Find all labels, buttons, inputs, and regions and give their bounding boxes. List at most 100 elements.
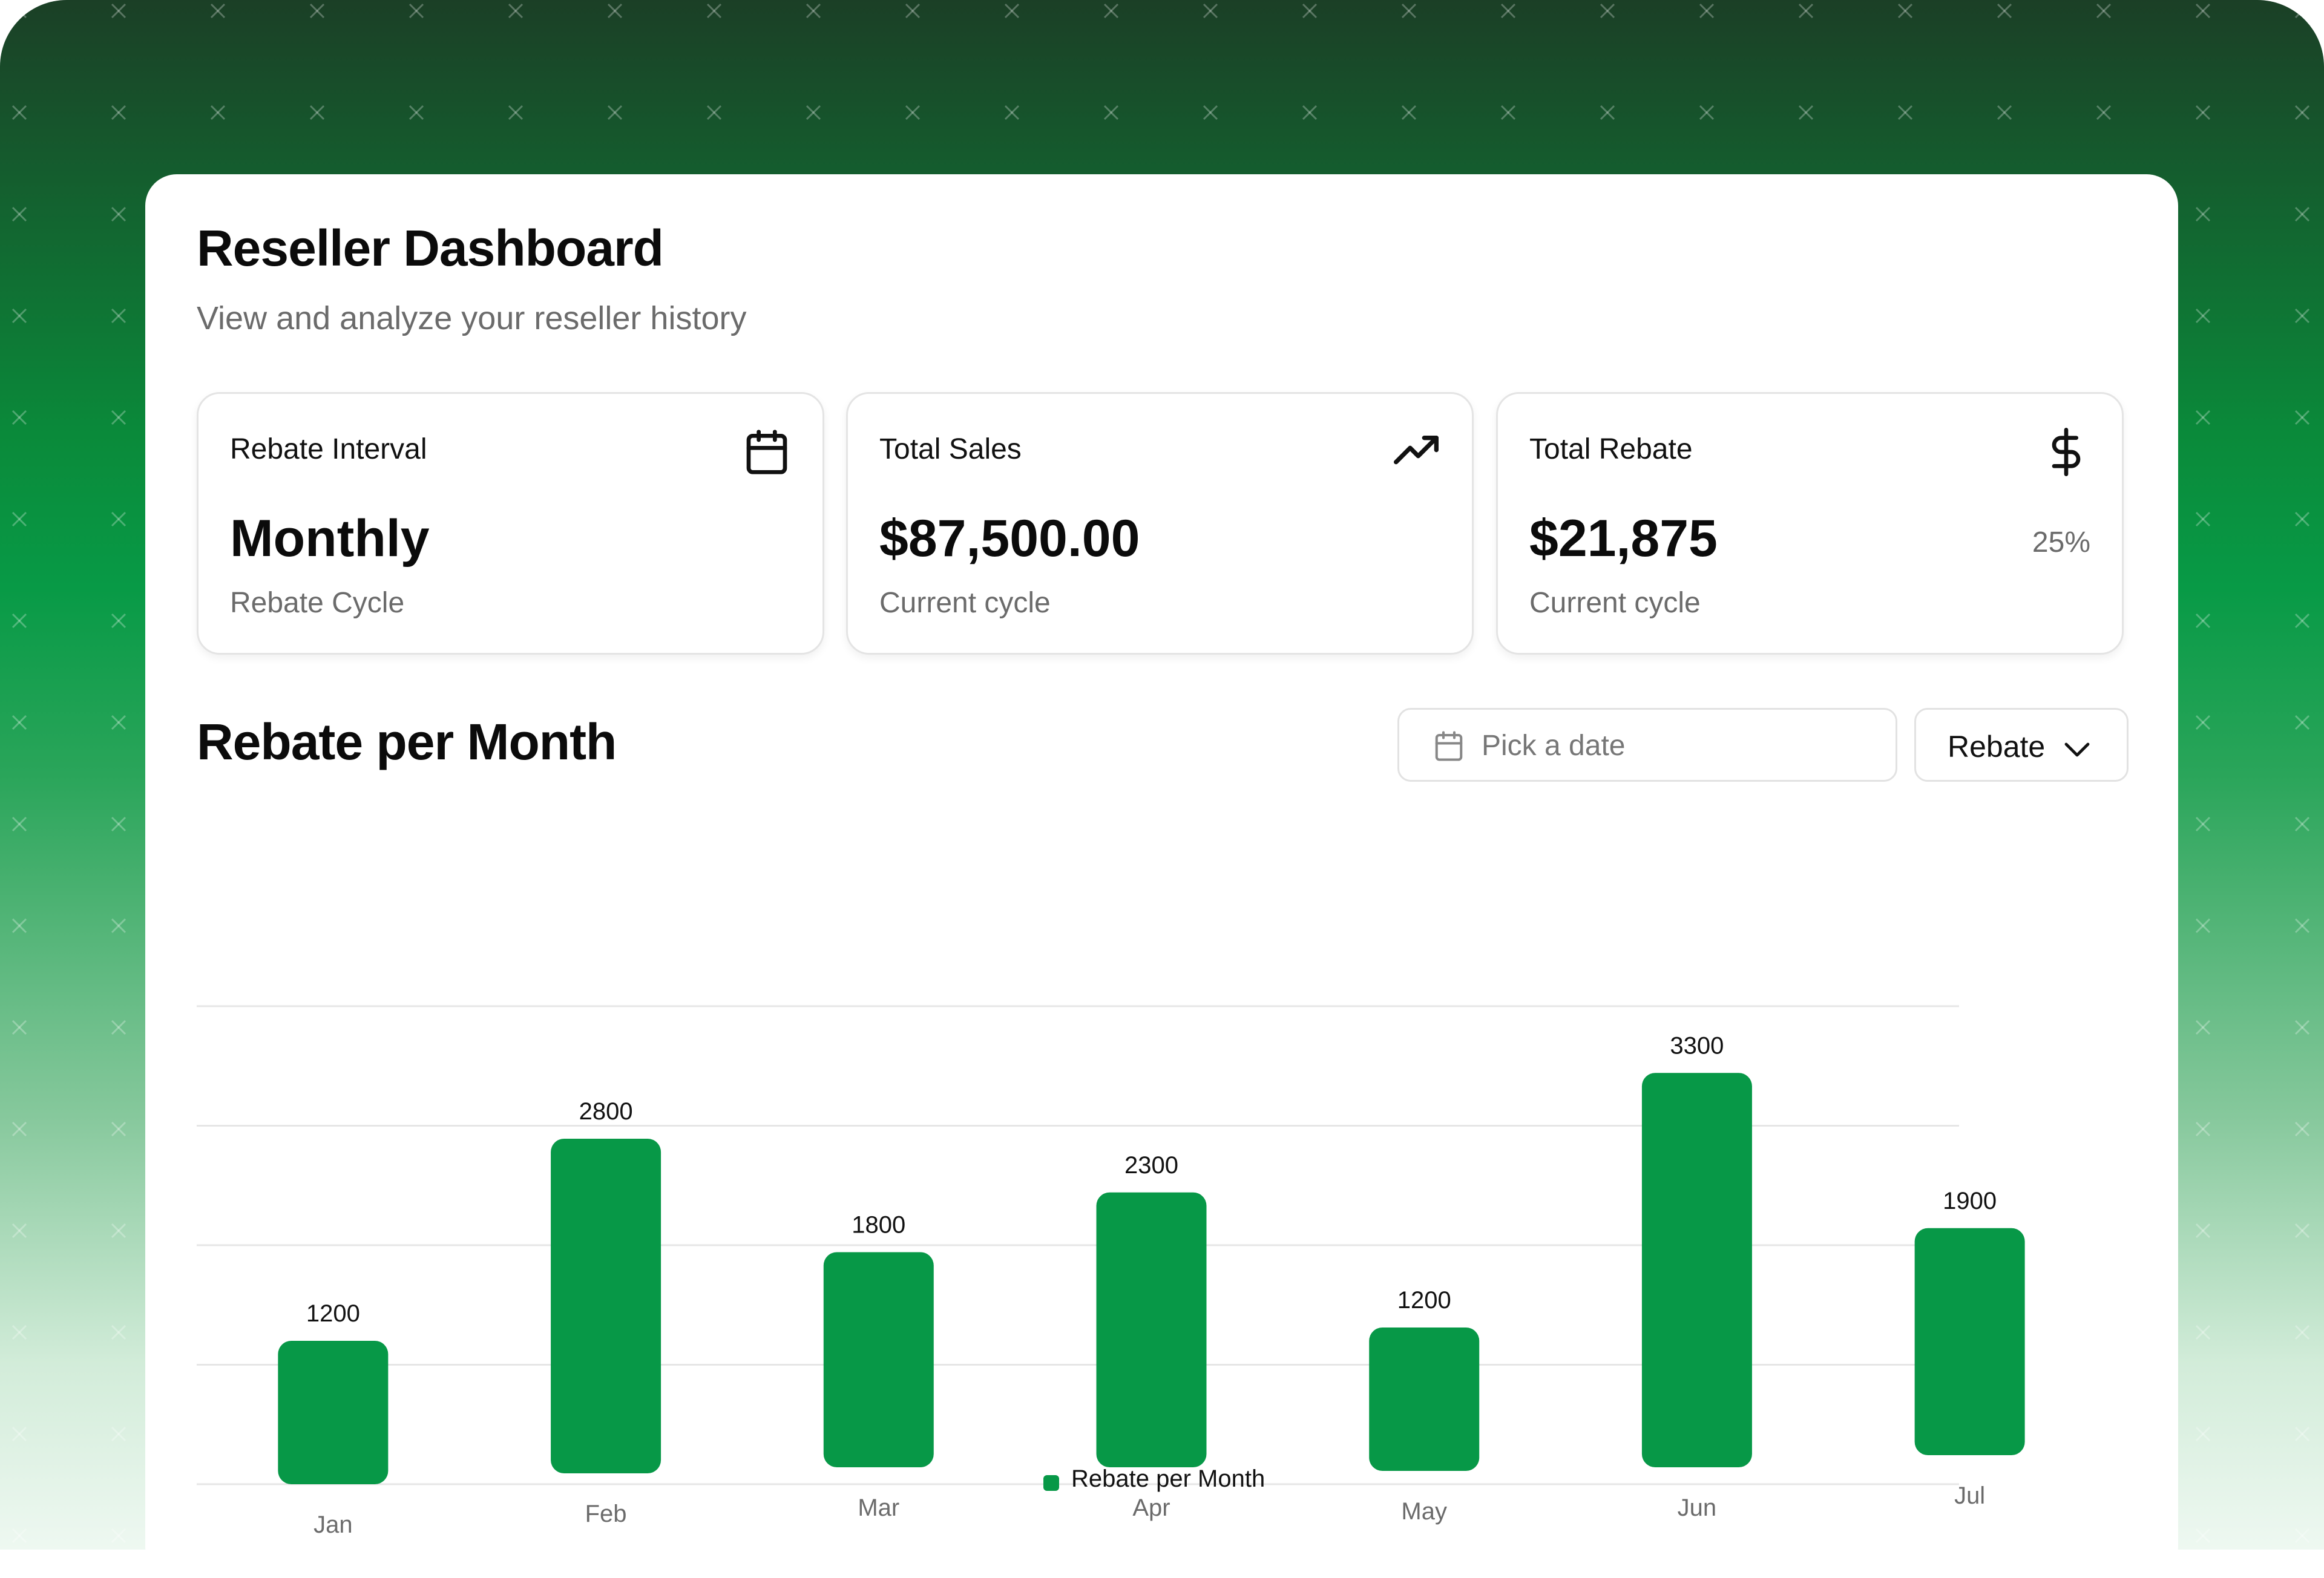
x-mark <box>210 3 226 19</box>
x-mark <box>1500 3 1516 19</box>
x-mark <box>409 3 424 19</box>
dashboard-card: Reseller Dashboard View and analyze your… <box>145 174 2178 1578</box>
date-picker-button[interactable]: Pick a date <box>1397 708 1897 782</box>
x-mark <box>2195 511 2211 527</box>
x-mark <box>2294 410 2310 425</box>
x-mark <box>111 816 126 832</box>
x-mark <box>2294 206 2310 222</box>
x-mark <box>2195 715 2211 730</box>
data-label: 1800 <box>852 1212 905 1239</box>
x-mark <box>1699 105 1715 120</box>
x-mark <box>1103 3 1119 19</box>
data-label: 3300 <box>1670 1032 1724 1059</box>
x-mark <box>111 308 126 324</box>
x-mark <box>11 918 27 934</box>
x-mark <box>1203 3 1218 19</box>
date-picker-placeholder: Pick a date <box>1482 730 1626 762</box>
x-mark <box>508 3 524 19</box>
x-mark <box>11 1223 27 1239</box>
calendar-icon <box>746 430 787 474</box>
legend-swatch <box>1043 1475 1059 1491</box>
rebate-bar-chart: 1200 Jan 2800 Feb 1800 Mar 2300 Apr 1200 May 3300 J… <box>197 1005 2025 1538</box>
x-mark <box>2294 1426 2310 1442</box>
stat-value: $87,500.00 <box>879 509 1140 568</box>
data-label: 2300 <box>1124 1152 1178 1179</box>
x-mark <box>1997 3 2012 19</box>
data-label: 1200 <box>1397 1287 1451 1314</box>
legend-label: Rebate per Month <box>1071 1465 1265 1492</box>
x-mark <box>309 105 325 120</box>
category-label: Feb <box>585 1501 627 1527</box>
x-mark <box>607 105 623 120</box>
page-title: Reseller Dashboard <box>197 220 664 277</box>
x-mark <box>806 3 821 19</box>
x-mark <box>2294 511 2310 527</box>
stat-value: $21,875 <box>1529 509 1718 568</box>
x-mark <box>806 105 821 120</box>
x-mark <box>2195 3 2211 19</box>
x-mark <box>2294 3 2310 19</box>
x-mark <box>2294 918 2310 934</box>
x-mark <box>2294 105 2310 120</box>
x-mark <box>111 918 126 934</box>
bar-apr <box>1096 1192 1207 1467</box>
x-mark <box>2195 918 2211 934</box>
x-mark <box>1103 105 1119 120</box>
x-mark <box>1897 105 1913 120</box>
x-mark <box>111 1426 126 1442</box>
x-mark <box>2195 1121 2211 1137</box>
x-mark <box>2294 1528 2310 1544</box>
x-mark <box>2195 1324 2211 1340</box>
x-mark <box>210 105 226 120</box>
x-mark <box>111 715 126 730</box>
x-mark <box>1401 3 1417 19</box>
x-mark <box>111 613 126 629</box>
x-mark <box>2195 1223 2211 1239</box>
category-label: May <box>1401 1498 1447 1525</box>
data-label: 1200 <box>306 1300 360 1327</box>
bar-feb <box>551 1139 661 1473</box>
metric-select-value: Rebate <box>1948 730 2046 764</box>
x-mark <box>1004 105 1020 120</box>
bar-jul <box>1914 1228 2025 1455</box>
x-mark <box>1600 3 1615 19</box>
x-mark <box>111 3 126 19</box>
x-mark <box>111 1223 126 1239</box>
stat-sub: Rebate Cycle <box>230 587 405 619</box>
stat-card-total-sales: Total Sales $87,500.00 Current cycle <box>846 392 1474 655</box>
x-mark <box>1302 105 1318 120</box>
stat-sub: Current cycle <box>1529 587 1701 619</box>
bar-jun <box>1641 1073 1752 1467</box>
x-mark <box>607 3 623 19</box>
x-mark <box>111 1528 126 1544</box>
x-mark <box>1004 3 1020 19</box>
bar-jan <box>278 1341 389 1484</box>
x-mark <box>1798 3 1814 19</box>
x-mark <box>111 1324 126 1340</box>
x-mark <box>11 1426 27 1442</box>
bar-may <box>1369 1328 1480 1471</box>
x-mark <box>11 410 27 425</box>
x-mark <box>409 105 424 120</box>
x-mark <box>2195 816 2211 832</box>
x-mark <box>1302 3 1318 19</box>
category-label: Jul <box>1954 1482 1985 1509</box>
x-mark <box>1798 105 1814 120</box>
stat-percent: 25% <box>2032 526 2090 558</box>
x-mark <box>2195 308 2211 324</box>
metric-select[interactable]: Rebate <box>1914 708 2129 782</box>
x-mark <box>2195 206 2211 222</box>
data-label: 1900 <box>1943 1188 1997 1214</box>
x-mark <box>11 715 27 730</box>
stat-card-total-rebate: Total Rebate $21,875 25% Current cycle <box>1496 392 2124 655</box>
x-mark <box>2195 410 2211 425</box>
x-mark <box>111 1020 126 1035</box>
x-mark <box>905 105 921 120</box>
x-mark <box>11 1121 27 1137</box>
x-mark <box>2195 105 2211 120</box>
chevron-down-icon <box>2064 742 2090 757</box>
x-mark <box>905 3 921 19</box>
stat-label: Total Rebate <box>1529 433 1693 465</box>
x-mark <box>309 3 325 19</box>
x-mark <box>2096 105 2112 120</box>
